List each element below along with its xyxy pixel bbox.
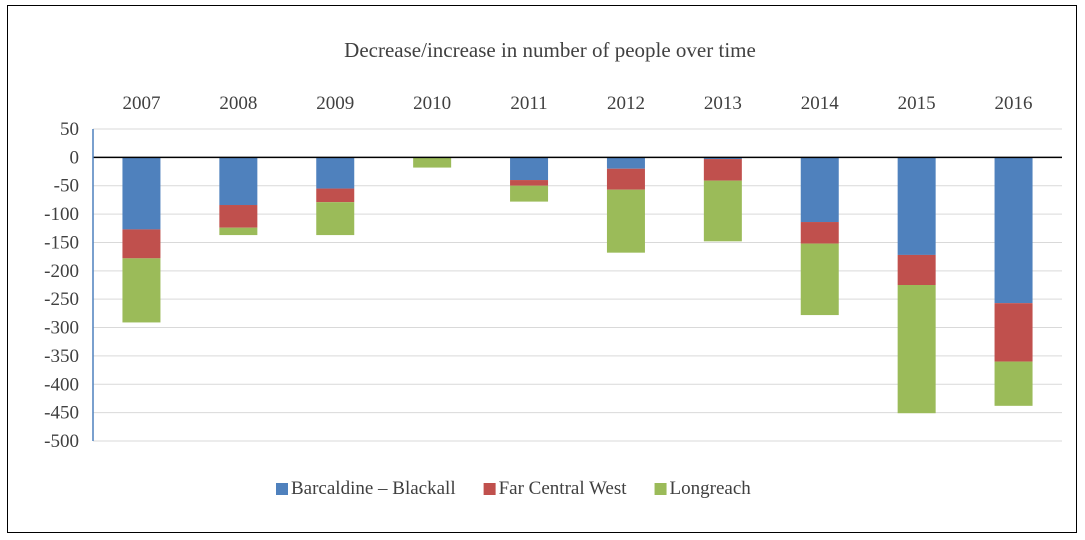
legend-label: Far Central West bbox=[499, 478, 628, 499]
y-tick-label: 50 bbox=[60, 119, 79, 140]
bar-segment-2-2012 bbox=[606, 168, 645, 190]
bar-segment-3-2016 bbox=[994, 361, 1033, 406]
legend-swatch bbox=[276, 483, 288, 495]
y-tick-label: -100 bbox=[44, 204, 79, 225]
y-tick-label: -50 bbox=[54, 176, 79, 197]
bar-segment-1-2012 bbox=[606, 157, 645, 169]
bar-segment-3-2007 bbox=[122, 258, 161, 323]
x-category-label: 2015 bbox=[898, 93, 936, 114]
legend-item-3[interactable]: Longreach bbox=[654, 478, 752, 499]
bar-segment-2-2011 bbox=[510, 180, 549, 186]
bars bbox=[122, 157, 1033, 414]
bar-segment-1-2007 bbox=[122, 157, 161, 230]
x-category-label: 2007 bbox=[122, 93, 160, 114]
y-tick-label: 0 bbox=[70, 147, 80, 168]
y-tick-label: -250 bbox=[44, 289, 79, 310]
x-category-label: 2016 bbox=[995, 93, 1033, 114]
x-category-label: 2010 bbox=[413, 93, 451, 114]
y-tick-labels: 50 0 -50 -100 -150 -200 -250 -300 -350 -400 -450 -5… bbox=[44, 119, 79, 452]
bar-segment-2-2008 bbox=[219, 205, 258, 228]
bar-segment-2-2009 bbox=[316, 188, 355, 203]
y-tick-label: -500 bbox=[44, 431, 79, 452]
bar-segment-1-2016 bbox=[994, 157, 1033, 304]
x-category-label: 2011 bbox=[510, 93, 547, 114]
y-tick-label: -200 bbox=[44, 261, 79, 282]
x-category-label: 2009 bbox=[316, 93, 354, 114]
bar-segment-2-2015 bbox=[897, 254, 936, 285]
legend-item-1[interactable]: Barcaldine – Blackall bbox=[276, 478, 456, 499]
legend-label: Longreach bbox=[670, 478, 752, 499]
bar-segment-3-2011 bbox=[510, 185, 549, 202]
y-tick-label: -400 bbox=[44, 374, 79, 395]
y-tick-label: -300 bbox=[44, 318, 79, 339]
bar-segment-3-2015 bbox=[897, 285, 936, 414]
y-tick-label: -350 bbox=[44, 346, 79, 367]
y-tick-label: -150 bbox=[44, 232, 79, 253]
axes bbox=[92, 129, 1062, 441]
legend-item-2[interactable]: Far Central West bbox=[483, 478, 628, 499]
bar-segment-3-2013 bbox=[703, 180, 742, 242]
x-category-label: 2014 bbox=[801, 93, 840, 114]
bar-segment-2-2007 bbox=[122, 229, 161, 259]
bar-segment-3-2014 bbox=[800, 243, 839, 316]
bar-segment-1-2015 bbox=[897, 157, 936, 255]
bar-segment-3-2012 bbox=[606, 189, 645, 253]
bar-segment-1-2014 bbox=[800, 157, 839, 223]
legend-swatch bbox=[483, 483, 496, 495]
legend[interactable]: Barcaldine – Blackall Far Central West Lon… bbox=[276, 478, 751, 499]
bar-segment-2-2013 bbox=[703, 159, 742, 181]
legend-swatch bbox=[654, 483, 667, 495]
x-category-labels: 2007 2008 2009 2010 2011 2012 2013 2014 2015 2016 bbox=[122, 93, 1032, 114]
bar-segment-1-2008 bbox=[219, 157, 258, 206]
y-tick-label: -450 bbox=[44, 403, 79, 424]
bar-segment-3-2010 bbox=[413, 157, 452, 168]
x-category-label: 2008 bbox=[219, 93, 257, 114]
bar-segment-2-2016 bbox=[994, 303, 1033, 362]
bar-segment-1-2011 bbox=[510, 157, 549, 181]
x-category-label: 2012 bbox=[607, 93, 645, 114]
bar-segment-1-2009 bbox=[316, 157, 355, 189]
bar-segment-2-2014 bbox=[800, 222, 839, 244]
bar-segment-1-2013 bbox=[703, 157, 742, 160]
legend-label: Barcaldine – Blackall bbox=[291, 478, 456, 499]
bar-segment-3-2009 bbox=[316, 202, 355, 236]
chart-title: Decrease/increase in number of people ov… bbox=[344, 38, 756, 62]
x-category-label: 2013 bbox=[704, 93, 742, 114]
bar-segment-3-2008 bbox=[219, 227, 258, 236]
